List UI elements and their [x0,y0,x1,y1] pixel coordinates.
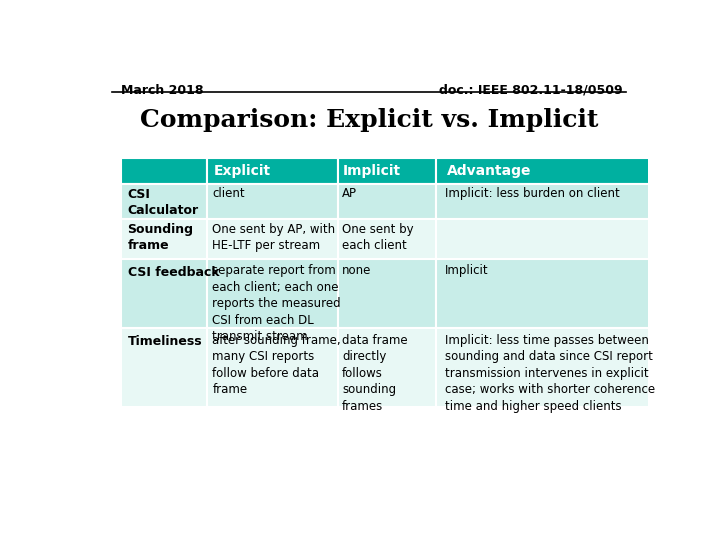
Text: One sent by
each client: One sent by each client [342,222,414,252]
Bar [207,259,338,328]
Text: separate report from
each client; each one
reports the measured
CSI from each DL: separate report from each client; each o… [212,265,341,343]
Bar [338,184,436,219]
Text: doc.: IEEE 802.11-18/0509: doc.: IEEE 802.11-18/0509 [439,84,623,97]
Text: none: none [342,265,372,278]
Text: Sounding
frame: Sounding frame [127,224,194,252]
Bar [207,328,338,407]
Bar [121,219,207,259]
Bar [338,259,436,328]
Text: after sounding frame,
many CSI reports
follow before data
frame: after sounding frame, many CSI reports f… [212,334,341,396]
Bar [436,328,651,407]
Bar [207,158,338,184]
Bar [121,259,207,328]
Bar [207,219,338,259]
Bar [121,184,207,219]
Text: Explicit: Explicit [214,164,271,178]
Text: Timeliness: Timeliness [127,335,202,348]
Bar [207,184,338,219]
Text: AP: AP [342,187,357,200]
Bar [338,328,436,407]
Bar [121,158,207,184]
Text: CSI
Calculator: CSI Calculator [127,188,199,217]
Bar [436,184,651,219]
Bar [436,158,651,184]
Bar [436,219,651,259]
Text: CSI feedback: CSI feedback [127,266,219,279]
Text: Implicit: Implicit [343,164,401,178]
Text: Implicit: Implicit [444,265,488,278]
Text: client: client [212,187,245,200]
Bar [436,259,651,328]
Text: Comparison: Explicit vs. Implicit: Comparison: Explicit vs. Implicit [140,109,598,132]
Text: data frame
directly
follows
sounding
frames: data frame directly follows sounding fra… [342,334,408,413]
Text: March 2018: March 2018 [121,84,203,97]
Bar [121,328,207,407]
Text: One sent by AP, with
HE-LTF per stream: One sent by AP, with HE-LTF per stream [212,222,336,252]
Bar [338,158,436,184]
Text: Advantage: Advantage [446,164,531,178]
Text: Implicit: less time passes between
sounding and data since CSI report
transmissi: Implicit: less time passes between sound… [444,334,654,413]
Bar [338,219,436,259]
Text: Implicit: less burden on client: Implicit: less burden on client [444,187,619,200]
